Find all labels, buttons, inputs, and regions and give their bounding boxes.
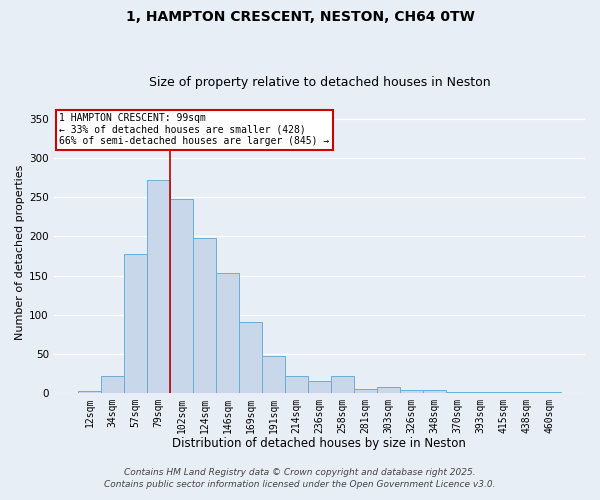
Bar bbox=[331, 376, 354, 392]
Bar bbox=[262, 356, 285, 393]
Text: Contains HM Land Registry data © Crown copyright and database right 2025.
Contai: Contains HM Land Registry data © Crown c… bbox=[104, 468, 496, 489]
Y-axis label: Number of detached properties: Number of detached properties bbox=[15, 164, 25, 340]
Bar bbox=[354, 389, 377, 392]
X-axis label: Distribution of detached houses by size in Neston: Distribution of detached houses by size … bbox=[172, 437, 466, 450]
Bar bbox=[377, 388, 400, 392]
Bar bbox=[78, 391, 101, 392]
Bar bbox=[308, 381, 331, 392]
Bar bbox=[423, 390, 446, 392]
Bar bbox=[101, 376, 124, 392]
Bar bbox=[400, 390, 423, 392]
Title: Size of property relative to detached houses in Neston: Size of property relative to detached ho… bbox=[149, 76, 490, 90]
Bar bbox=[285, 376, 308, 392]
Bar bbox=[193, 238, 216, 392]
Bar bbox=[239, 322, 262, 392]
Bar bbox=[147, 180, 170, 392]
Bar bbox=[124, 254, 147, 392]
Bar bbox=[216, 273, 239, 392]
Text: 1 HAMPTON CRESCENT: 99sqm
← 33% of detached houses are smaller (428)
66% of semi: 1 HAMPTON CRESCENT: 99sqm ← 33% of detac… bbox=[59, 113, 329, 146]
Text: 1, HAMPTON CRESCENT, NESTON, CH64 0TW: 1, HAMPTON CRESCENT, NESTON, CH64 0TW bbox=[125, 10, 475, 24]
Bar bbox=[170, 199, 193, 392]
